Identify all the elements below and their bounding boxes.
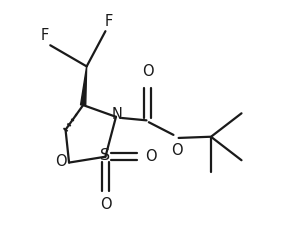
Text: F: F	[105, 14, 113, 29]
Text: O: O	[56, 154, 67, 169]
Text: N: N	[112, 107, 123, 122]
Text: O: O	[145, 148, 157, 164]
Text: O: O	[142, 63, 154, 79]
Text: O: O	[171, 143, 182, 158]
Text: O: O	[100, 197, 112, 212]
Text: F: F	[40, 28, 49, 43]
Text: S: S	[100, 148, 110, 163]
Polygon shape	[81, 66, 87, 105]
